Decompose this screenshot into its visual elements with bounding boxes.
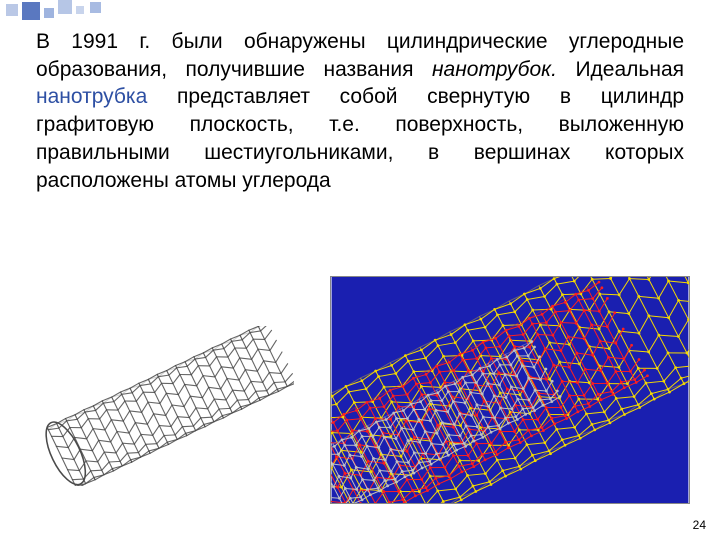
corner-decoration [0, 0, 110, 28]
body-accent-word: нанотрубка [36, 85, 147, 108]
nanotube-color-image [330, 276, 690, 504]
page-number: 24 [693, 518, 706, 532]
images-row [0, 292, 720, 522]
nanotube-grayscale-image [44, 326, 294, 486]
body-italic: нанотрубок. [432, 58, 557, 81]
body-spacer: Идеальная [557, 58, 684, 81]
slide-body: В 1991 г. были обнаружены цилиндрические… [0, 0, 720, 194]
body-paragraph: В 1991 г. были обнаружены цилиндрические… [36, 28, 684, 194]
